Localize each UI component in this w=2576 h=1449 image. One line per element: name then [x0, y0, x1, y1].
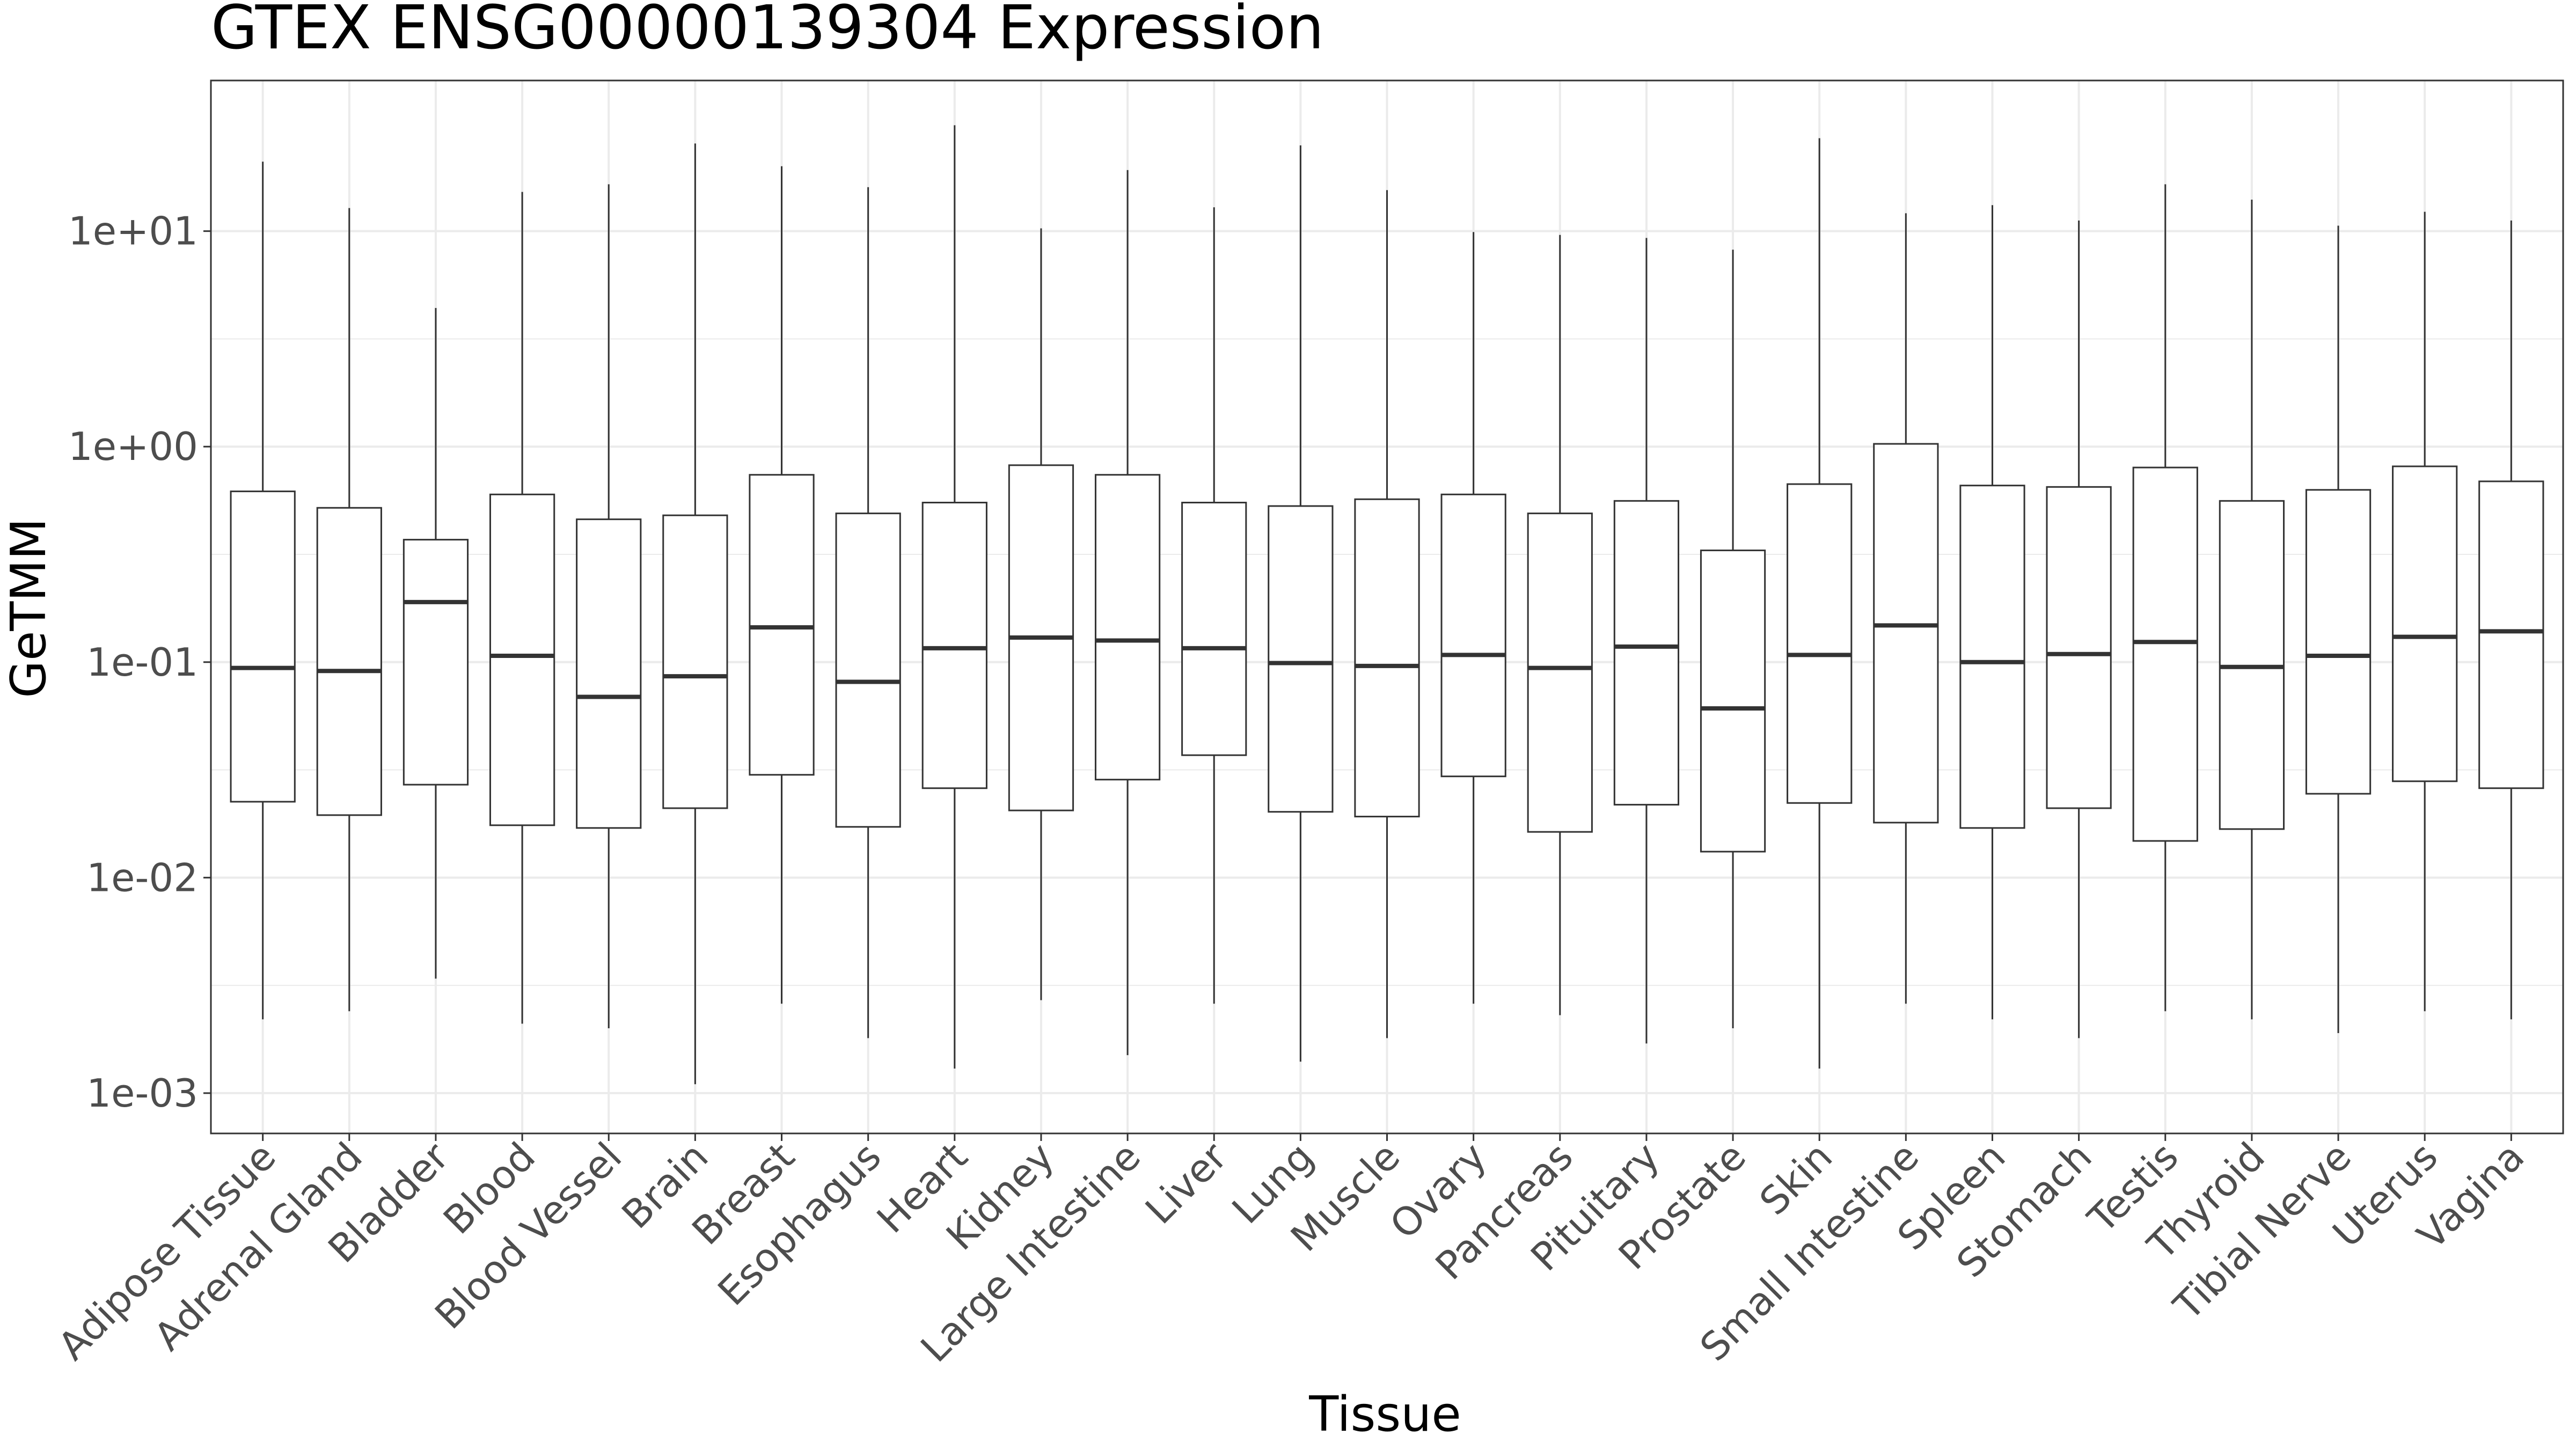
box-brain	[662, 143, 728, 1085]
box-iqr	[1527, 513, 1593, 833]
box-iqr	[1873, 443, 1939, 824]
box-iqr	[402, 539, 469, 786]
box-iqr	[1354, 498, 1420, 818]
box-iqr	[1959, 485, 2025, 829]
y-tick-label: 1e-01	[86, 640, 198, 685]
box-vagina	[2478, 220, 2544, 1020]
box-iqr	[1787, 483, 1853, 804]
box-testis	[2132, 184, 2198, 1012]
y-tick-label: 1e-02	[86, 855, 198, 900]
box-uterus	[2392, 211, 2458, 1012]
box-iqr	[1700, 550, 1766, 853]
box-breast	[749, 166, 815, 1004]
box-iqr	[1094, 474, 1161, 781]
box-bladder	[402, 308, 469, 979]
box-iqr	[2392, 465, 2458, 782]
x-axis-label: Tissue	[1308, 1386, 1461, 1443]
boxes-layer	[230, 125, 2544, 1085]
box-iqr	[1268, 505, 1334, 813]
box-adipose-tissue	[230, 162, 296, 1020]
box-iqr	[2046, 486, 2112, 809]
box-iqr	[489, 493, 555, 826]
box-skin	[1787, 138, 1853, 1069]
box-esophagus	[835, 187, 901, 1038]
box-spleen	[1959, 205, 2025, 1020]
y-tick-label: 1e+01	[68, 209, 198, 254]
box-small-intestine	[1873, 213, 1939, 1004]
box-iqr	[2478, 480, 2544, 789]
box-iqr	[576, 518, 642, 829]
box-iqr	[835, 513, 901, 828]
box-blood	[489, 192, 555, 1024]
box-iqr	[2305, 489, 2372, 795]
chart-title: GTEX ENSG00000139304 Expression	[211, 0, 1324, 63]
box-large-intestine	[1094, 170, 1161, 1056]
box-adrenal-gland	[316, 208, 382, 1012]
box-muscle	[1354, 190, 1420, 1038]
box-lung	[1268, 145, 1334, 1062]
box-blood-vessel	[576, 184, 642, 1028]
box-iqr	[749, 474, 815, 776]
box-iqr	[662, 514, 728, 809]
box-thyroid	[2219, 199, 2285, 1020]
box-iqr	[1613, 500, 1680, 806]
box-iqr	[1440, 493, 1506, 778]
y-axis: 1e-03 1e-02 1e-01 1e+00 1e+01	[68, 209, 211, 1116]
box-iqr	[230, 491, 296, 803]
box-kidney	[1008, 228, 1074, 1000]
box-iqr	[1181, 501, 1247, 756]
y-tick-label: 1e-03	[86, 1071, 198, 1116]
box-iqr	[921, 501, 987, 789]
box-heart	[921, 125, 987, 1069]
box-stomach	[2046, 220, 2112, 1038]
box-liver	[1181, 207, 1247, 1004]
y-tick-label: 1e+00	[68, 424, 198, 469]
box-iqr	[316, 507, 382, 816]
box-iqr	[2132, 466, 2198, 842]
y-axis-label: GeTMM	[1, 518, 57, 698]
box-tibial-nerve	[2305, 225, 2372, 1033]
box-pituitary	[1613, 238, 1680, 1044]
box-prostate	[1700, 250, 1766, 1028]
box-pancreas	[1527, 235, 1593, 1015]
box-ovary	[1440, 232, 1506, 1004]
